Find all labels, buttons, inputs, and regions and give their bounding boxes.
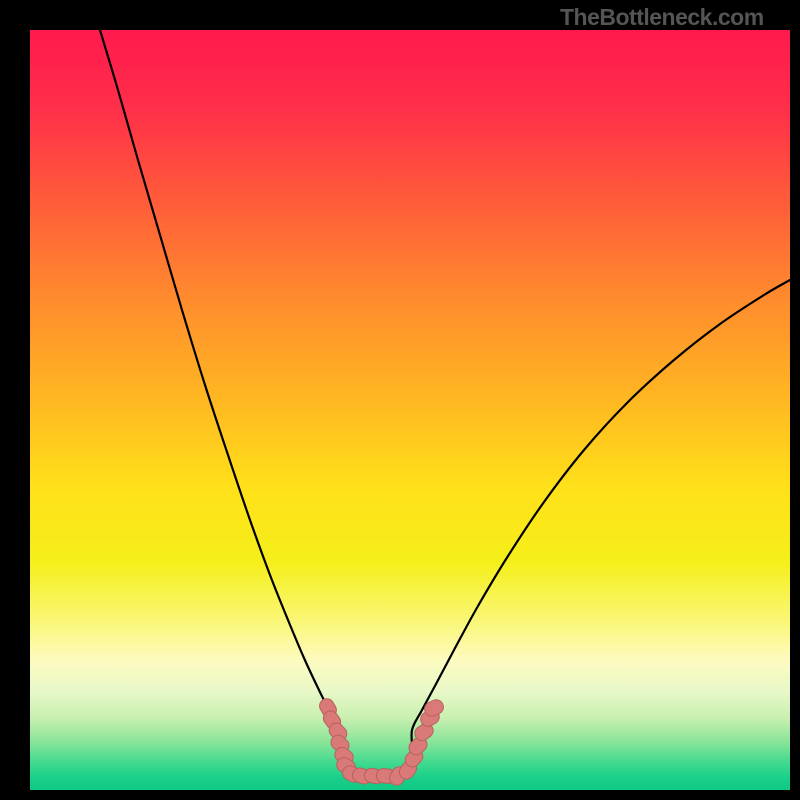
gradient-background <box>30 30 790 790</box>
watermark-text: TheBottleneck.com <box>560 4 764 31</box>
bottleneck-chart <box>30 30 790 790</box>
plot-area <box>30 30 790 790</box>
